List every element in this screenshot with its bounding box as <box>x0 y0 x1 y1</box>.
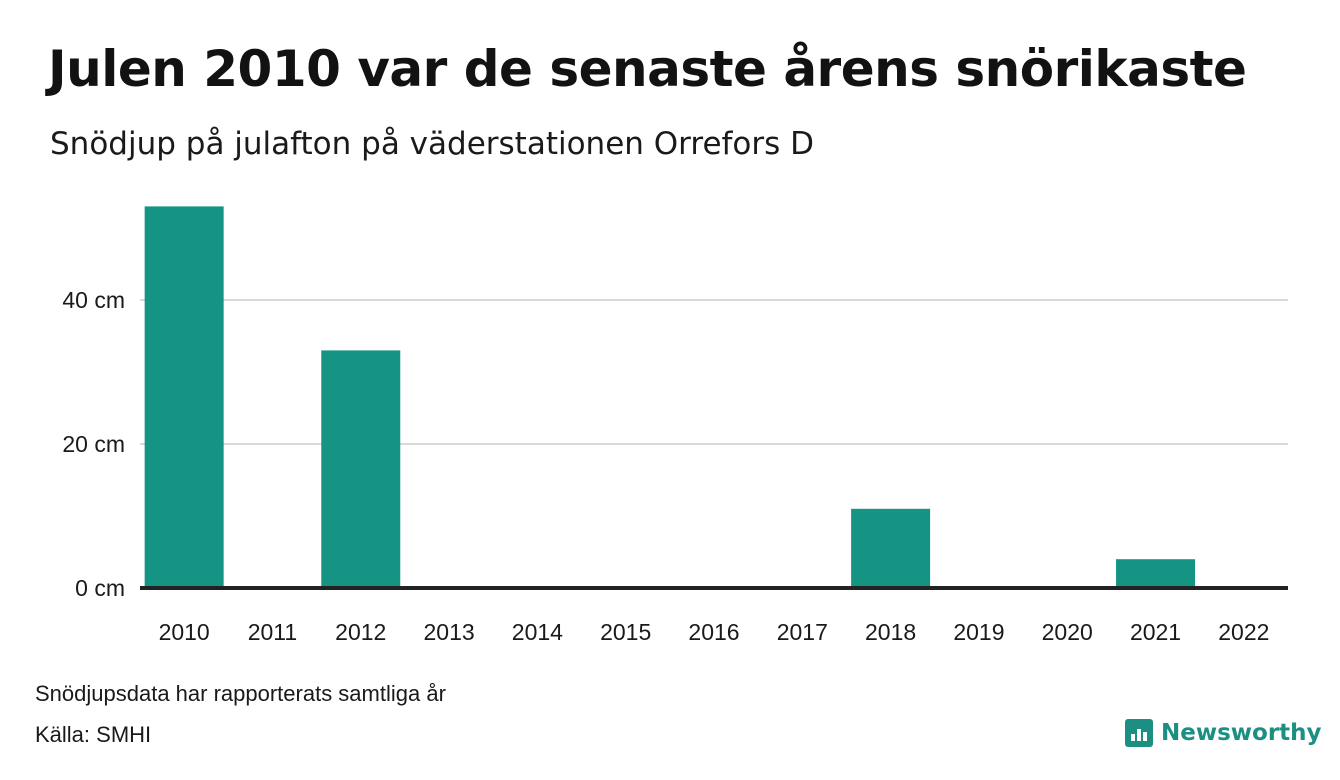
x-tick-label: 2012 <box>335 619 386 645</box>
x-tick-label: 2017 <box>777 619 828 645</box>
newsworthy-logo: Newsworthy <box>1125 716 1322 750</box>
bar-2018 <box>851 508 931 588</box>
x-tick-label: 2014 <box>512 619 563 645</box>
x-tick-label: 2013 <box>423 619 474 645</box>
x-tick-label: 2018 <box>865 619 916 645</box>
gridlines <box>140 299 1288 445</box>
chart-subtitle: Snödjup på julafton på väderstationen Or… <box>50 126 815 162</box>
bar-chart-icon <box>1125 719 1153 747</box>
x-tick-labels: 2010 2011 2012 2013 2014 2015 2016 2017 2018 2019… <box>159 619 1270 645</box>
brand-name: Newsworthy <box>1161 720 1322 746</box>
data-note: Snödjupsdata har rapporterats samtliga å… <box>35 681 446 706</box>
x-tick-label: 2010 <box>159 619 210 645</box>
bar-2010 <box>144 206 224 588</box>
chart-title: Julen 2010 var de senaste årens snörikas… <box>48 40 1247 98</box>
y-tick-label: 20 cm <box>62 431 125 457</box>
x-tick-label: 2022 <box>1218 619 1269 645</box>
x-tick-label: 2016 <box>688 619 739 645</box>
source-label: Källa: SMHI <box>35 722 152 747</box>
y-tick-label: 40 cm <box>62 287 125 313</box>
bars <box>144 206 1196 588</box>
y-tick-label: 0 cm <box>75 575 125 601</box>
bar-2021 <box>1116 559 1196 588</box>
x-tick-label: 2015 <box>600 619 651 645</box>
y-tick-labels: 0 cm 20 cm 40 cm <box>62 287 125 601</box>
bar-2012 <box>321 350 401 588</box>
x-tick-label: 2020 <box>1042 619 1093 645</box>
x-tick-label: 2021 <box>1130 619 1181 645</box>
x-tick-label: 2019 <box>953 619 1004 645</box>
x-tick-label: 2011 <box>248 619 297 645</box>
